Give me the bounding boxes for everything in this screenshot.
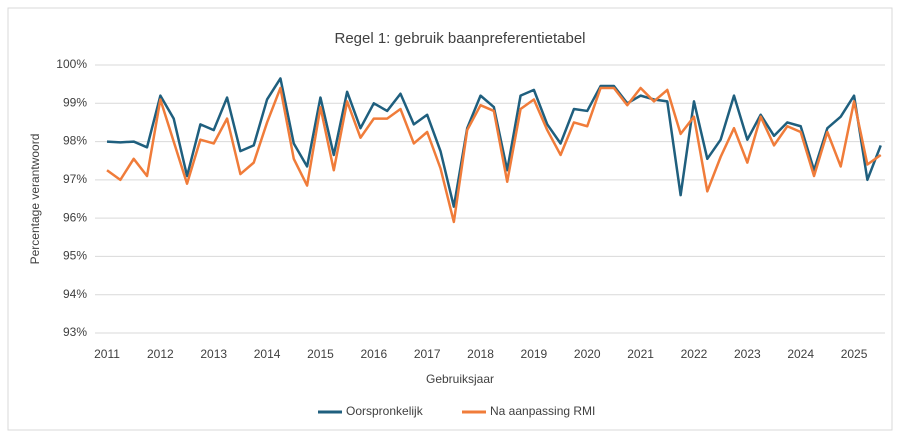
y-tick-label: 93% [63, 325, 87, 339]
y-tick-label: 99% [63, 95, 87, 109]
chart-frame [7, 7, 893, 431]
x-tick-label: 2014 [254, 347, 281, 361]
x-tick-label: 2025 [841, 347, 868, 361]
y-tick-label: 97% [63, 172, 87, 186]
x-tick-label: 2012 [147, 347, 174, 361]
x-tick-label: 2022 [681, 347, 708, 361]
y-tick-label: 95% [63, 249, 87, 263]
x-tick-label: 2019 [521, 347, 548, 361]
x-tick-label: 2021 [627, 347, 654, 361]
x-tick-label: 2020 [574, 347, 601, 361]
x-tick-label: 2017 [414, 347, 441, 361]
y-tick-label: 98% [63, 134, 87, 148]
y-tick-label: 96% [63, 210, 87, 224]
y-tick-label: 94% [63, 287, 87, 301]
series-line [106, 77, 882, 208]
x-tick-label: 2013 [200, 347, 227, 361]
x-tick-label: 2023 [734, 347, 761, 361]
y-axis-label: Percentage verantwoord [28, 134, 42, 265]
y-tick-label: 100% [56, 57, 87, 71]
legend-label: Oorspronkelijk [346, 404, 424, 418]
legend-label: Na aanpassing RMI [490, 404, 595, 418]
chart-title: Regel 1: gebruik baanpreferentietabel [334, 30, 585, 47]
series-line [106, 86, 882, 224]
x-tick-label: 2011 [94, 347, 120, 361]
x-axis-label: Gebruiksjaar [426, 372, 494, 386]
x-tick-label: 2018 [467, 347, 494, 361]
x-tick-label: 2015 [307, 347, 334, 361]
x-tick-label: 2024 [787, 347, 814, 361]
x-tick-label: 2016 [360, 347, 387, 361]
